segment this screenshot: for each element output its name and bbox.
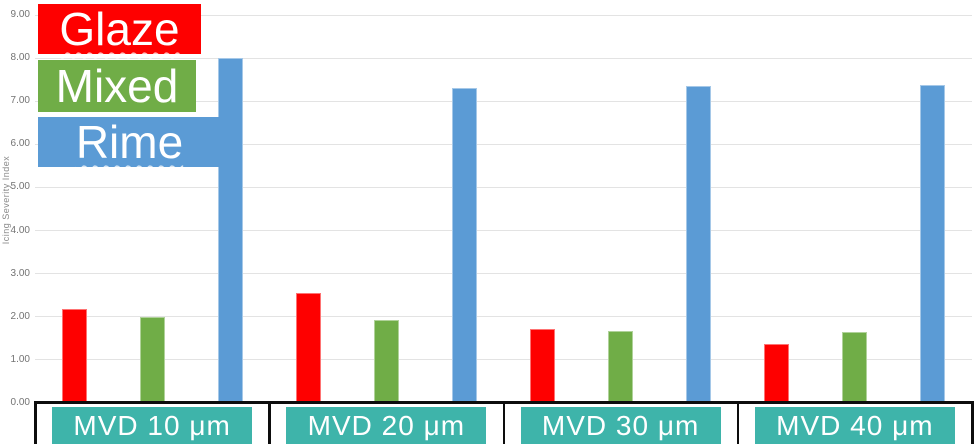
bar-rime-mvd-40-m [920, 84, 946, 403]
bar-glaze-mvd-40-m [764, 343, 790, 403]
category-label-mvd-40-m: MVD 40 μm [754, 407, 955, 444]
x-axis-separator [502, 401, 505, 444]
bar-glaze-mvd-10-m [61, 309, 87, 403]
legend-label-rime: Rime [75, 116, 184, 168]
y-tick-label: 8.00 [10, 52, 30, 64]
gridline-7.00 [35, 100, 972, 102]
y-tick-label: 0.00 [10, 397, 30, 408]
bar-mixed-mvd-40-m [842, 331, 868, 403]
bar-glaze-mvd-30-m [530, 328, 556, 403]
bar-rime-mvd-30-m [686, 86, 712, 403]
gridline-2.00 [35, 316, 972, 318]
bar-rime-mvd-20-m [451, 88, 477, 403]
x-axis-separator [268, 401, 271, 444]
y-tick-label: 5.00 [10, 181, 30, 193]
y-tick-label: 4.00 [10, 224, 30, 236]
bar-mixed-mvd-10-m [139, 316, 165, 403]
x-axis-separator [971, 401, 974, 444]
bar-mixed-mvd-30-m [608, 331, 634, 403]
category-label-mvd-10-m: MVD 10 μm [52, 407, 253, 444]
bar-rime-mvd-10-m [217, 58, 243, 403]
gridline-9.00 [35, 14, 972, 16]
y-tick-label: 3.00 [10, 267, 30, 279]
category-label-mvd-20-m: MVD 20 μm [286, 407, 487, 444]
gridline-3.00 [35, 273, 972, 275]
legend-label-mixed: Mixed [55, 60, 179, 112]
gridline-1.00 [35, 359, 972, 361]
legend-item-mixed: Mixed [38, 60, 196, 112]
y-tick-label: 9.00 [10, 9, 30, 20]
y-axis-title: Icing Severity Index [1, 155, 11, 245]
bar-glaze-mvd-20-m [295, 293, 321, 403]
legend-item-glaze: Glaze [38, 4, 201, 54]
gridline-5.00 [35, 186, 972, 188]
y-tick-label: 1.00 [10, 353, 30, 365]
bar-mixed-mvd-20-m [373, 319, 399, 403]
gridline-6.00 [35, 143, 972, 145]
y-tick-label: 6.00 [10, 138, 30, 150]
gridline-8.00 [35, 57, 972, 59]
legend-label-glaze: Glaze [59, 3, 180, 55]
category-label-mvd-30-m: MVD 30 μm [520, 407, 721, 444]
x-axis-separator [736, 401, 740, 444]
gridline-4.00 [35, 230, 972, 232]
y-tick-label: 2.00 [10, 310, 30, 322]
legend-item-rime: Rime [38, 117, 221, 167]
y-tick-label: 7.00 [10, 95, 30, 107]
x-axis-separator [34, 401, 37, 444]
